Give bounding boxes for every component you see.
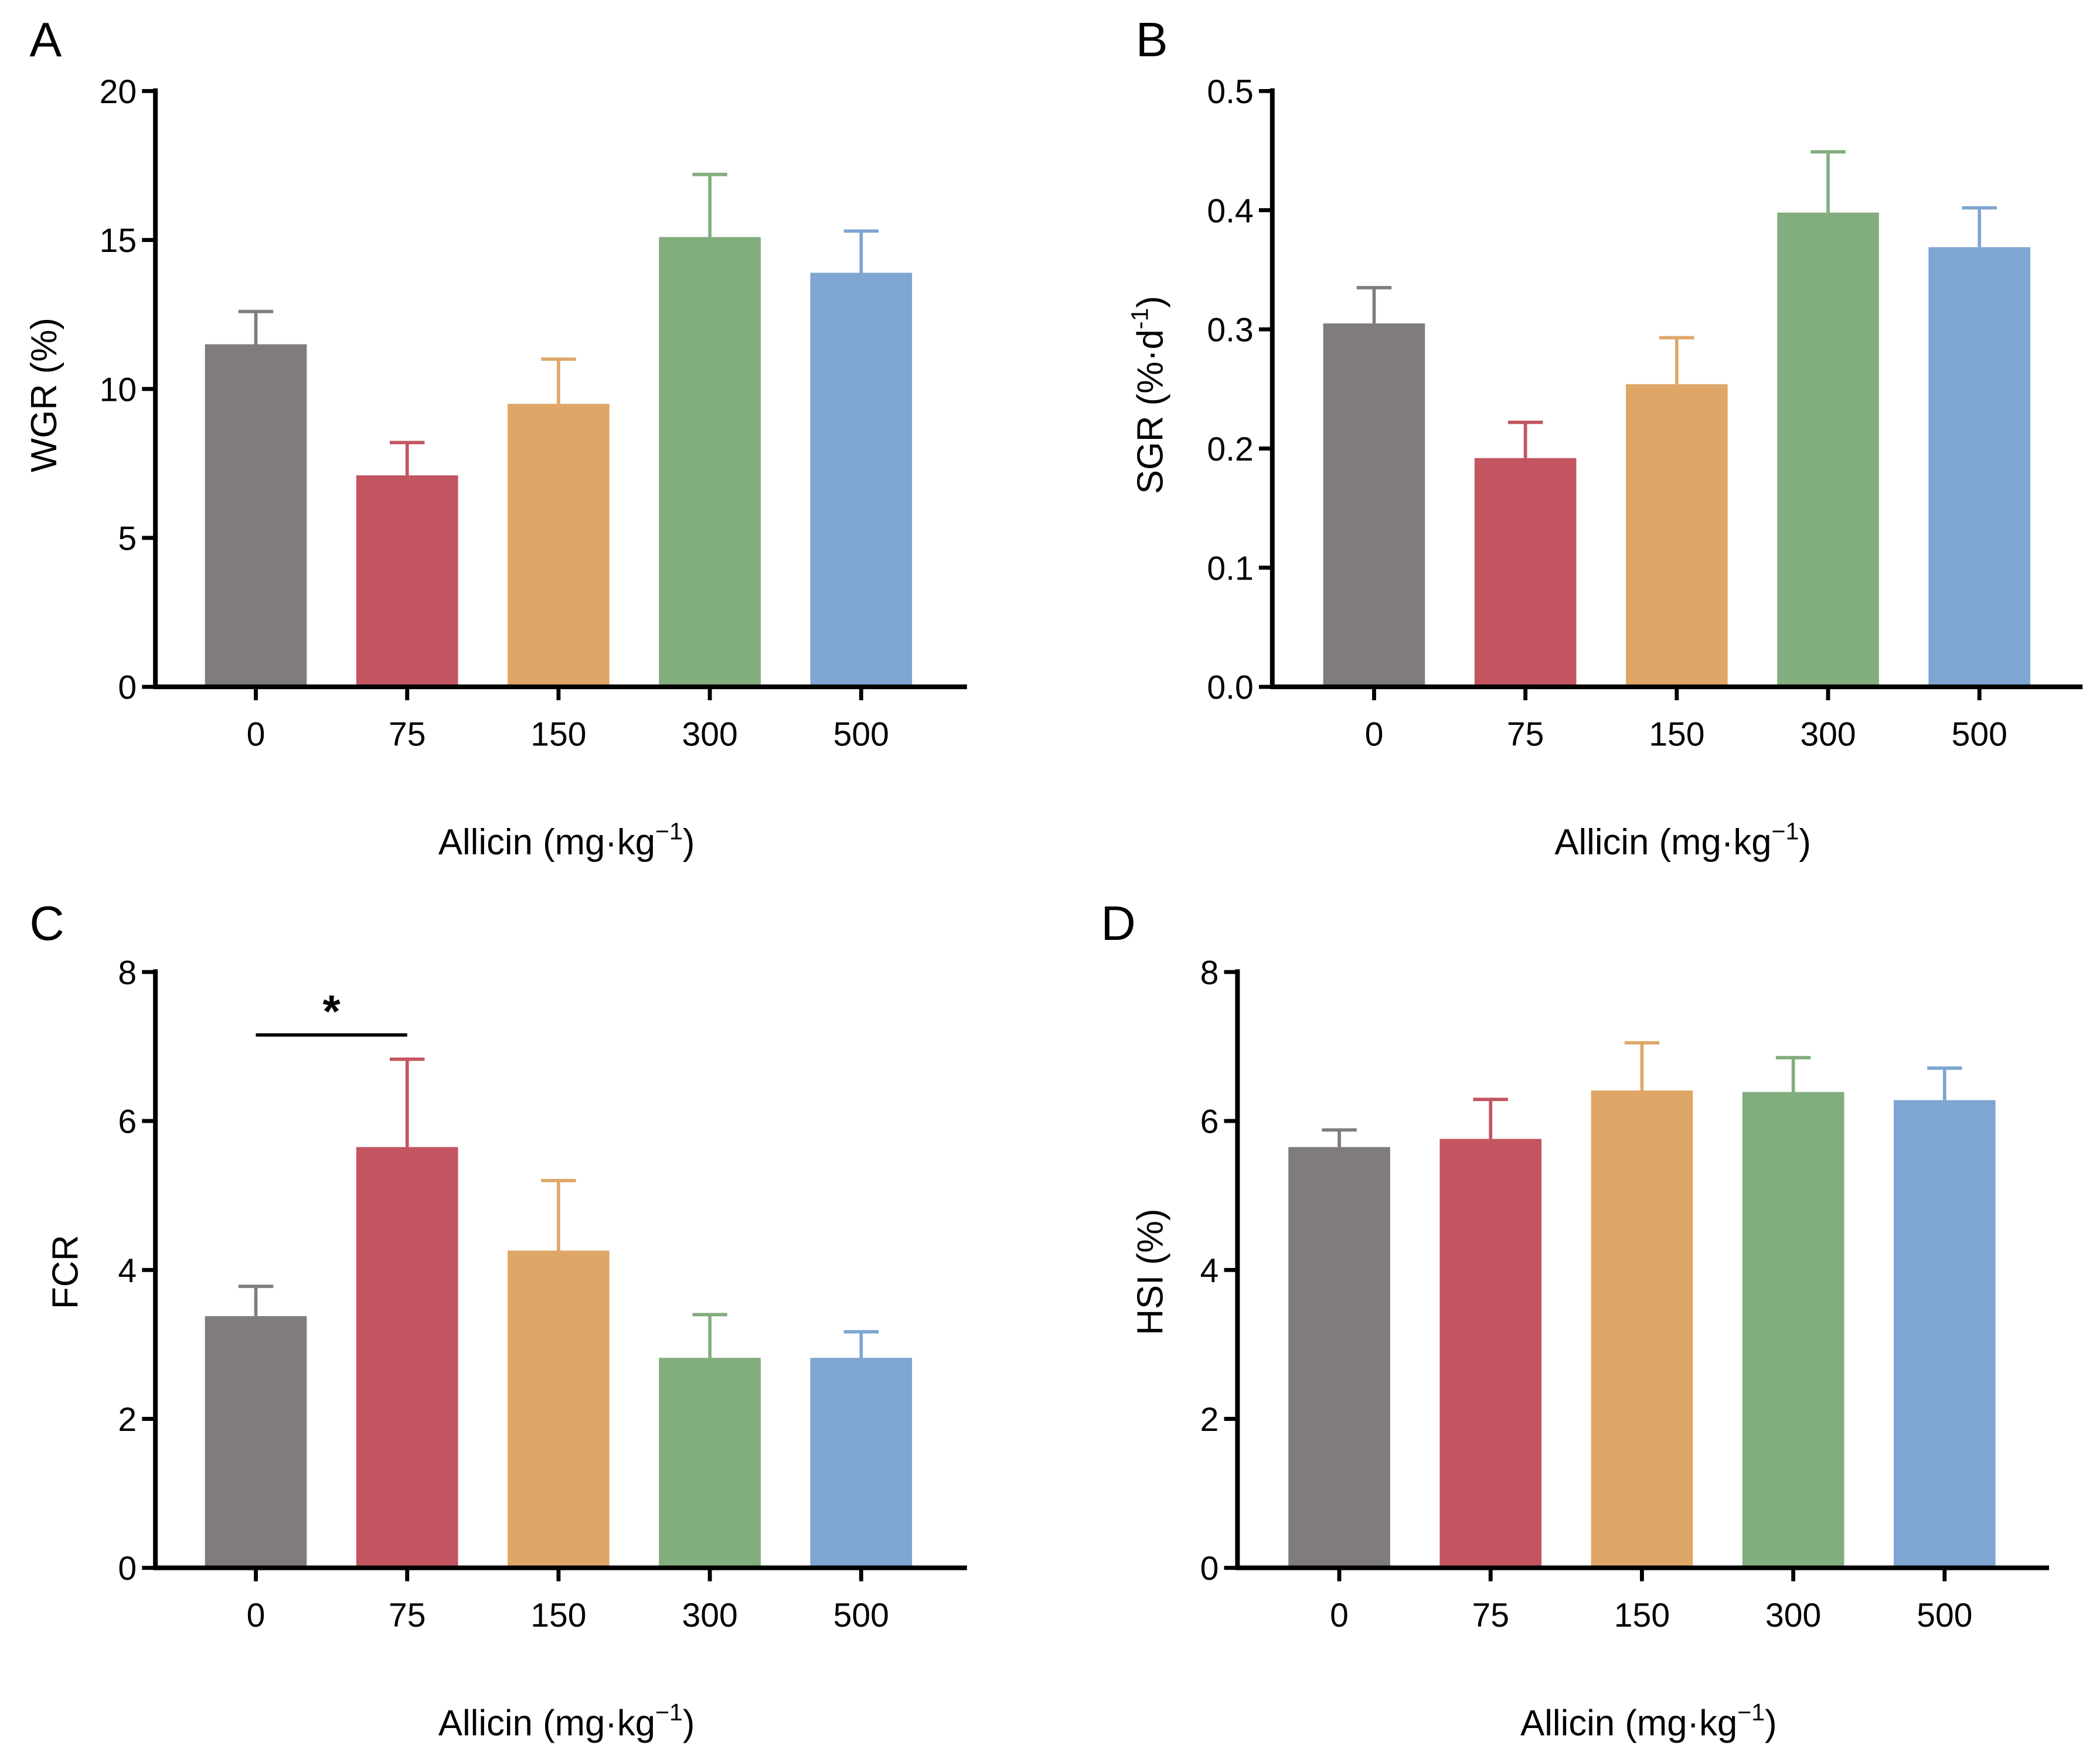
y-label-text: FCR [46,1235,86,1309]
bar-75 [356,475,458,687]
x-label-superscript: −1 [1737,1699,1765,1726]
y-axis-label: FCR [46,1235,86,1309]
x-label-superscript: −1 [655,1699,683,1726]
bar-75 [1474,458,1577,687]
bar-75 [1439,1139,1542,1568]
x-tick-label: 0 [1330,1597,1349,1634]
x-label-text: Allicin (mg·kg [438,822,655,863]
x-tick-label: 500 [1917,1597,1972,1634]
y-label-superscript: -1 [1126,308,1153,330]
y-tick-label: 0 [118,1550,137,1587]
y-tick-label: 2 [1200,1401,1219,1439]
bar-0 [205,344,307,687]
panel-a: A 0 75 150 300 500 0 5 10 15 20 Allicin (mg·kg−1) WG… [24,13,967,863]
bar-500 [810,1358,913,1568]
x-tick-label: 150 [1614,1597,1670,1634]
y-tick-label: 0 [1200,1550,1219,1587]
significance-marker: * [323,987,341,1037]
x-label-superscript: −1 [1772,818,1799,845]
bar-150 [1591,1090,1693,1568]
y-axis-label: WGR (%) [24,318,64,472]
x-tick-label: 75 [1472,1597,1509,1634]
panel-b: B 0 75 150 300 500 0.0 0.1 0.2 0.3 0.4 0.5 Allicin (… [1126,13,2083,863]
y-label-end: ) [1130,296,1170,308]
x-tick-label: 75 [389,1597,426,1634]
x-tick-label: 0 [247,1597,266,1634]
y-label-text: WGR (%) [24,318,64,472]
x-axis-label: Allicin (mg·kg−1) [1520,1699,1777,1743]
panel-label: B [1136,13,1168,67]
x-label-text: Allicin (mg·kg [1520,1703,1737,1743]
y-tick-label: 0.5 [1207,73,1253,111]
bar-500 [1928,247,2031,687]
x-tick-label: 500 [833,716,889,754]
bar-300 [1777,212,1879,687]
y-tick-label: 0.2 [1207,431,1253,468]
y-tick-label: 0.1 [1207,550,1253,587]
panel-c: C 0 75 150 300 500 0 2 4 6 8 Allicin (mg·kg−1) FCR * [29,897,967,1743]
x-label-end: ) [683,822,695,863]
bar-150 [508,404,610,687]
x-label-end: ) [1799,822,1811,863]
y-tick-label: 5 [118,520,137,558]
x-tick-label: 150 [530,716,586,754]
x-label-text: Allicin (mg·kg [438,1703,655,1743]
x-tick-label: 0 [247,716,266,754]
x-label-text: Allicin (mg·kg [1554,822,1771,863]
bar-300 [659,1358,761,1568]
x-tick-label: 300 [1800,716,1856,754]
bar-150 [1626,384,1728,687]
bar-500 [810,272,913,687]
y-tick-label: 6 [1200,1103,1219,1141]
x-tick-label: 300 [682,716,737,754]
y-label-text: HSI (%) [1130,1209,1170,1335]
y-tick-label: 0.0 [1207,669,1253,707]
x-tick-label: 300 [682,1597,737,1634]
y-tick-label: 10 [100,371,137,408]
bar-0 [205,1316,307,1568]
x-tick-label: 150 [530,1597,586,1634]
y-tick-label: 0.4 [1207,192,1253,230]
y-tick-label: 15 [100,222,137,260]
x-axis-label: Allicin (mg·kg−1) [438,1699,695,1743]
bar-150 [508,1250,610,1568]
bar-0 [1288,1147,1390,1568]
x-tick-label: 75 [389,716,426,754]
bar-300 [659,237,761,687]
x-label-end: ) [1765,1703,1777,1743]
y-label-text: SGR (%·d [1130,329,1170,494]
bar-300 [1742,1092,1844,1568]
y-axis-label: SGR (%·d-1) [1126,296,1170,494]
y-tick-label: 0 [118,669,137,707]
x-tick-label: 150 [1649,716,1704,754]
y-tick-label: 0.3 [1207,312,1253,349]
y-tick-label: 2 [118,1401,137,1439]
panel-d: D 0 75 150 300 500 0 2 4 6 8 Allicin (mg·kg−1) HSI (… [1101,897,2050,1743]
y-axis-label: HSI (%) [1130,1209,1170,1335]
panel-label: A [29,13,62,67]
y-tick-label: 20 [100,73,137,111]
panel-label: D [1101,897,1135,950]
x-tick-label: 300 [1765,1597,1821,1634]
y-tick-label: 6 [118,1103,137,1141]
x-label-end: ) [683,1703,695,1743]
x-tick-label: 75 [1507,716,1544,754]
x-tick-label: 500 [833,1597,889,1634]
y-tick-label: 4 [118,1252,137,1290]
y-tick-label: 8 [1200,954,1219,991]
bar-500 [1894,1100,1996,1568]
panel-label: C [29,897,64,950]
x-axis-label: Allicin (mg·kg−1) [1554,818,1811,863]
y-tick-label: 8 [118,954,137,991]
y-tick-label: 4 [1200,1252,1219,1290]
x-tick-label: 500 [1952,716,2007,754]
bar-0 [1323,323,1425,687]
x-tick-label: 0 [1365,716,1384,754]
x-label-superscript: −1 [655,818,683,845]
bar-75 [356,1147,458,1568]
x-axis-label: Allicin (mg·kg−1) [438,818,695,863]
